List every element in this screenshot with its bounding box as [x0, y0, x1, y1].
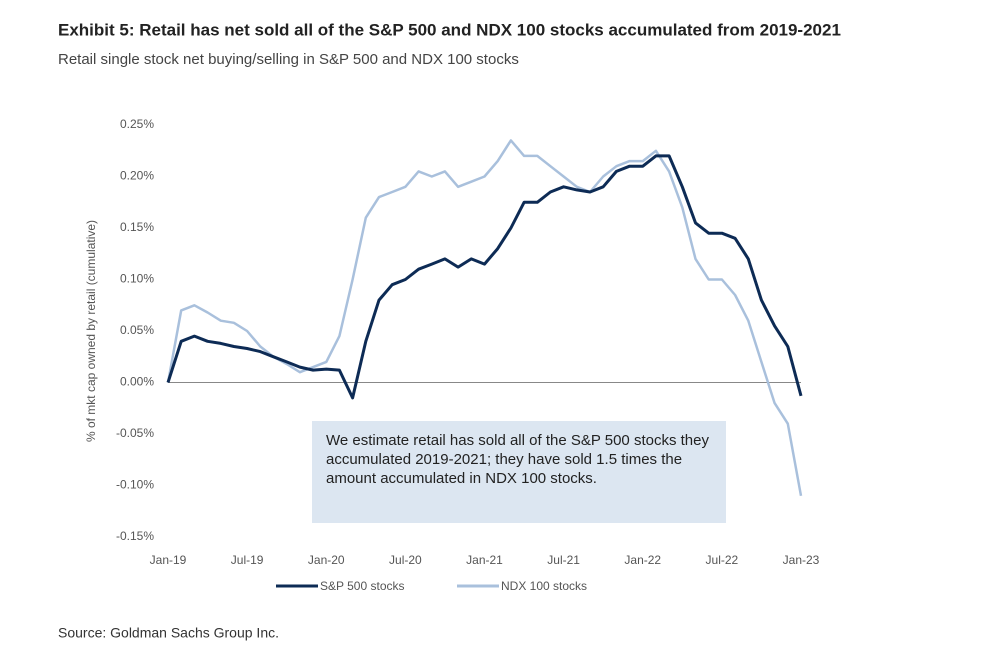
y-axis-label: % of mkt cap owned by retail (cumulative…	[84, 220, 98, 442]
x-tick-label: Jul-21	[547, 553, 580, 567]
y-tick-label: 0.10%	[120, 272, 154, 286]
y-tick-label: 0.25%	[120, 117, 154, 131]
y-tick-label: 0.15%	[120, 220, 154, 234]
y-tick-label: 0.00%	[120, 375, 154, 389]
y-tick-label: -0.05%	[116, 426, 154, 440]
annotation: We estimate retail has sold all of the S…	[312, 421, 726, 523]
chart-subtitle: Retail single stock net buying/selling i…	[58, 51, 519, 68]
legend-label: NDX 100 stocks	[501, 579, 587, 593]
y-tick-label: -0.15%	[116, 529, 154, 543]
x-tick-label: Jan-21	[466, 553, 503, 567]
y-tick-label: 0.20%	[120, 169, 154, 183]
x-tick-label: Jan-22	[624, 553, 661, 567]
x-tick-label: Jan-23	[783, 553, 820, 567]
y-tick-label: -0.10%	[116, 478, 154, 492]
x-tick-label: Jul-22	[706, 553, 739, 567]
y-tick-label: 0.05%	[120, 323, 154, 337]
x-tick-label: Jan-19	[150, 553, 187, 567]
x-tick-label: Jul-20	[389, 553, 422, 567]
legend-label: S&P 500 stocks	[320, 579, 405, 593]
x-tick-label: Jul-19	[231, 553, 264, 567]
source: Source: Goldman Sachs Group Inc.	[58, 625, 279, 641]
chart-title: Exhibit 5: Retail has net sold all of th…	[58, 20, 841, 39]
series-line	[166, 154, 803, 400]
x-tick-label: Jan-20	[308, 553, 345, 567]
